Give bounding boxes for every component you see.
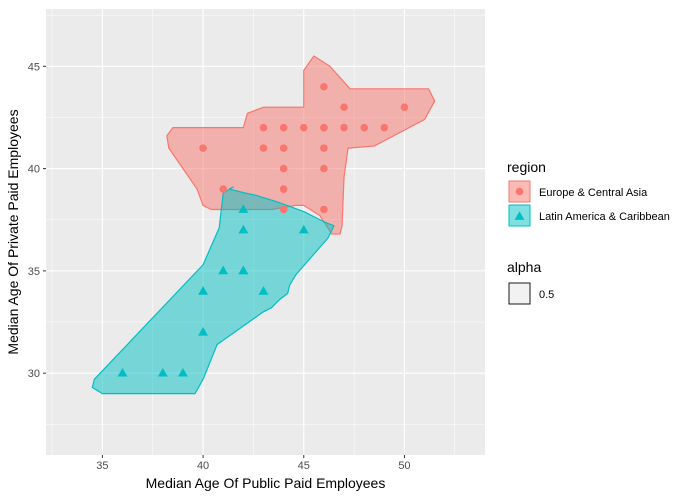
point-europe-central-asia: [380, 123, 389, 132]
point-europe-central-asia: [320, 164, 328, 173]
legend: region Europe & Central Asia Latin Ameri…: [507, 159, 670, 305]
alpha-legend-key: [508, 282, 531, 305]
y-tick-label-45: 45: [28, 61, 40, 73]
point-europe-central-asia: [340, 123, 348, 132]
point-europe-central-asia: [199, 144, 207, 152]
point-europe-central-asia: [279, 123, 288, 132]
point-latin-america-caribbean: [238, 265, 249, 275]
point-europe-central-asia: [320, 123, 328, 132]
x-axis-title: Median Age Of Public Paid Employees: [146, 475, 386, 491]
point-latin-america-caribbean: [238, 204, 249, 213]
point-latin-america-caribbean: [218, 265, 229, 275]
point-europe-central-asia: [320, 205, 328, 214]
point-europe-central-asia: [279, 164, 288, 173]
point-latin-america-caribbean: [177, 367, 188, 377]
point-latin-america-caribbean: [157, 367, 168, 377]
legend-marker-europe-central-asia: [515, 187, 524, 196]
alpha-legend-label: 0.5: [539, 289, 554, 301]
point-europe-central-asia: [219, 185, 228, 193]
point-europe-central-asia: [360, 123, 368, 132]
point-latin-america-caribbean: [298, 224, 309, 234]
point-latin-america-caribbean: [258, 286, 269, 295]
hull-europe-central-asia: [166, 55, 436, 235]
y-tick-label-35: 35: [28, 266, 40, 278]
point-latin-america-caribbean: [117, 367, 128, 377]
hull-layer: [91, 55, 436, 395]
points-layer: [117, 82, 409, 377]
point-europe-central-asia: [279, 185, 288, 193]
point-europe-central-asia: [340, 103, 348, 112]
point-europe-central-asia: [279, 144, 288, 152]
legend-keys: [508, 180, 531, 227]
point-europe-central-asia: [320, 82, 328, 91]
x-tick-label-40: 40: [197, 460, 209, 472]
y-tick-label-40: 40: [28, 164, 40, 176]
point-europe-central-asia: [299, 123, 308, 132]
point-latin-america-caribbean: [238, 224, 249, 234]
legend-label-europe-central-asia: Europe & Central Asia: [539, 187, 648, 199]
point-europe-central-asia: [400, 103, 409, 112]
hull-latin-america-caribbean: [91, 186, 335, 395]
point-europe-central-asia: [259, 144, 268, 152]
point-europe-central-asia: [259, 123, 268, 132]
legend-marker-latin-america-caribbean: [514, 211, 525, 220]
legend-title: region: [507, 159, 546, 175]
legend-label-latin-america-caribbean: Latin America & Caribbean: [539, 211, 670, 223]
y-axis-title: Median Age Of Private Paid Employees: [5, 109, 21, 354]
x-axis: 35 40 45 50: [96, 455, 411, 472]
point-europe-central-asia: [279, 205, 288, 214]
x-tick-label-35: 35: [96, 460, 108, 472]
y-tick-label-30: 30: [28, 368, 40, 380]
point-latin-america-caribbean: [198, 286, 209, 295]
point-europe-central-asia: [320, 144, 328, 152]
alpha-legend-title: alpha: [507, 259, 541, 275]
x-tick-label-50: 50: [398, 460, 410, 472]
y-axis: 30 35 40 45: [28, 61, 46, 380]
point-latin-america-caribbean: [198, 327, 209, 336]
x-tick-label-45: 45: [298, 460, 310, 472]
